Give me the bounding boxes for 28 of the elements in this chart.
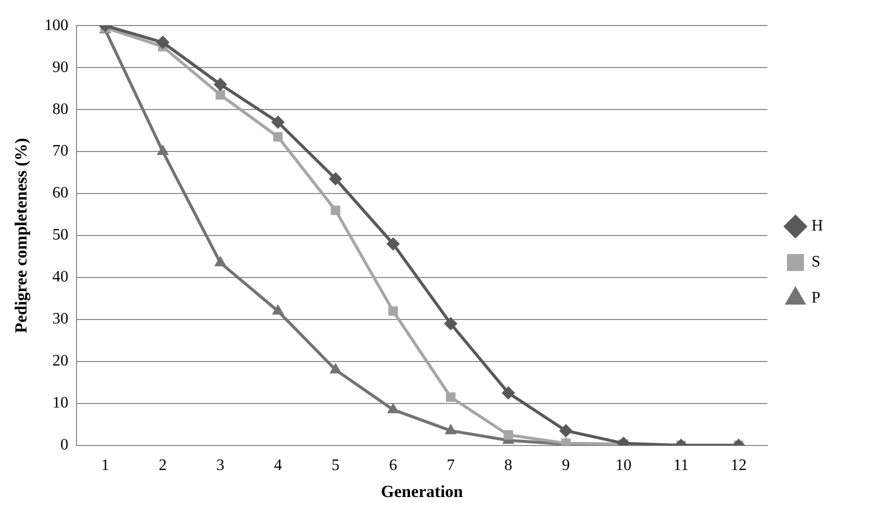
x-tick-label: 3 (216, 457, 224, 474)
y-tick-label: 90 (52, 58, 68, 76)
x-tick-label: 10 (615, 457, 632, 474)
y-tick-label: 60 (52, 184, 68, 202)
x-axis-title: Generation (380, 482, 464, 502)
x-tick-label: 2 (158, 457, 167, 474)
y-tick-label: 70 (52, 142, 68, 160)
y-tick-label: 20 (52, 352, 68, 370)
y-tick-label: 80 (52, 100, 68, 118)
x-tick-label: 8 (504, 457, 512, 474)
y-tick-label: 30 (52, 310, 68, 328)
y-tick-label: 0 (60, 436, 68, 454)
legend-label: P (811, 290, 820, 307)
y-tick-label: 100 (44, 16, 68, 34)
x-tick-label: 12 (730, 457, 747, 474)
y-axis-title: Pedigree completeness (%) (12, 138, 31, 334)
x-tick-label: 4 (274, 457, 282, 474)
x-tick-label: 9 (562, 457, 570, 474)
x-tick-label: 7 (446, 457, 455, 474)
legend-label: H (811, 218, 824, 235)
x-tick-label: 11 (673, 457, 689, 474)
y-tick-label: 50 (52, 226, 68, 244)
x-tick-label: 6 (389, 457, 398, 474)
y-tick-label: 40 (52, 268, 68, 286)
x-tick-label: 5 (332, 457, 340, 474)
legend-label: S (811, 254, 820, 271)
x-tick-label: 1 (101, 457, 110, 474)
y-tick-label: 10 (52, 394, 68, 412)
